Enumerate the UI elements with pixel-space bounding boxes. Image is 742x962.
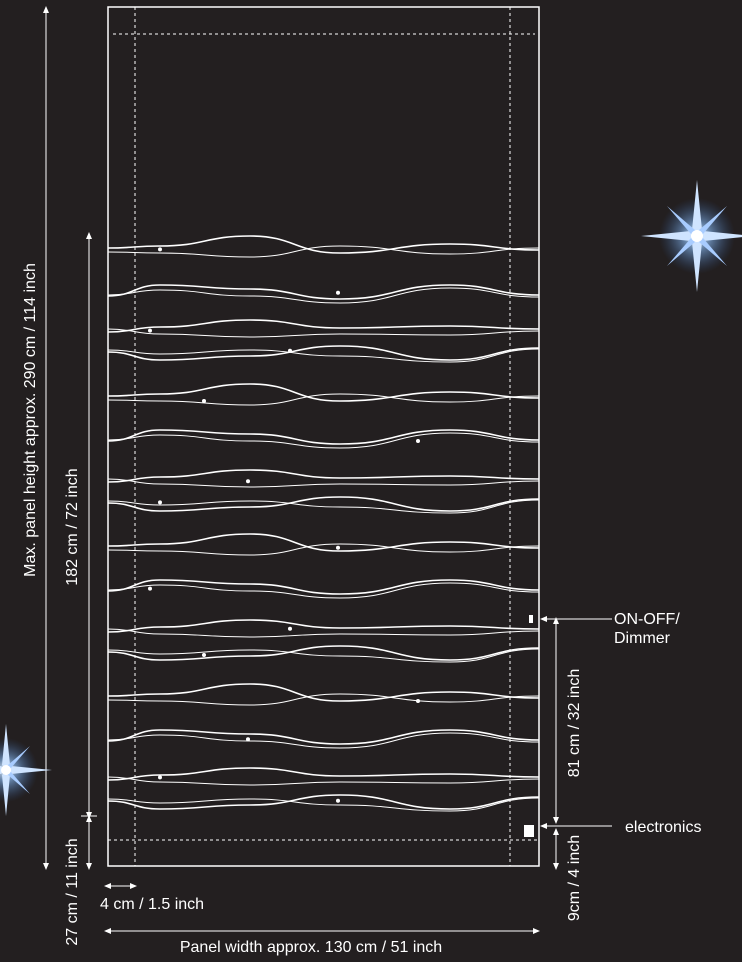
light-fibre-waves xyxy=(107,235,540,812)
light-point xyxy=(158,500,162,505)
light-fibre xyxy=(107,432,540,449)
max-height-label: Max. panel height approx. 290 cm / 114 i… xyxy=(22,263,39,577)
light-point xyxy=(336,798,340,803)
light-point xyxy=(202,399,206,403)
arrowhead xyxy=(130,883,137,889)
light-fibre xyxy=(107,319,540,333)
switch-box xyxy=(529,615,533,623)
arrowhead xyxy=(553,617,559,624)
arrowhead xyxy=(86,232,92,239)
switch-height-label: 81 cm / 32 inch xyxy=(566,669,583,778)
light-fibre xyxy=(107,345,540,361)
light-point xyxy=(148,586,152,591)
width-label: Panel width approx. 130 cm / 51 inch xyxy=(180,939,442,956)
light-point xyxy=(336,290,340,295)
light-fibre xyxy=(107,287,540,304)
light-point xyxy=(288,626,292,631)
light-fibre xyxy=(107,496,540,512)
light-fibre xyxy=(107,693,540,706)
sparkle-star-icon xyxy=(0,724,52,816)
light-fibre xyxy=(107,683,540,702)
electronics-box xyxy=(524,825,534,837)
switch-label-line2: Dimmer xyxy=(614,630,671,647)
arrowhead xyxy=(104,928,111,934)
light-point xyxy=(246,479,250,484)
arrowhead xyxy=(553,817,559,824)
light-fibre xyxy=(107,648,540,663)
light-fibre xyxy=(107,794,540,810)
panel-outline xyxy=(107,6,540,867)
sparkle-star-icon xyxy=(641,180,742,292)
light-fibre xyxy=(107,348,540,363)
light-fibre xyxy=(107,628,540,638)
arrowhead xyxy=(540,823,547,829)
light-point xyxy=(246,737,250,742)
arrowhead xyxy=(86,815,92,822)
bottom-height-label: 27 cm / 11 inch xyxy=(64,838,81,945)
light-fibre xyxy=(107,245,540,258)
light-fibre xyxy=(107,582,540,599)
dimension-lines xyxy=(45,10,612,932)
light-fibre xyxy=(107,478,540,488)
margin-guides xyxy=(108,7,539,866)
light-fibre xyxy=(107,767,540,781)
light-point xyxy=(158,775,162,780)
arrowhead xyxy=(553,863,559,870)
light-point xyxy=(336,545,340,550)
light-fibre xyxy=(107,619,540,633)
arrowhead xyxy=(86,863,92,870)
arrowheads xyxy=(43,6,559,934)
light-fibre xyxy=(107,469,540,483)
light-fibre xyxy=(107,393,540,406)
light-fibre xyxy=(107,732,540,749)
light-fibre xyxy=(107,729,540,745)
electronics-height-label: 9cm / 4 inch xyxy=(566,835,583,921)
light-fibre xyxy=(107,776,540,786)
light-point xyxy=(158,247,162,252)
light-fibre xyxy=(107,383,540,402)
light-fibre xyxy=(107,284,540,300)
light-point xyxy=(288,348,292,353)
light-fibre xyxy=(107,499,540,514)
arrowhead xyxy=(43,6,49,13)
light-point xyxy=(148,328,152,333)
arrowhead xyxy=(104,883,111,889)
light-fibre xyxy=(107,533,540,552)
light-fibre xyxy=(107,235,540,254)
light-fibre xyxy=(107,645,540,661)
arrowhead xyxy=(533,928,540,934)
arrowhead xyxy=(43,863,49,870)
light-point xyxy=(416,699,420,703)
light-fibre xyxy=(107,429,540,445)
light-point xyxy=(416,439,420,443)
active-height-label: 182 cm / 72 inch xyxy=(64,468,81,585)
electronics-label: electronics xyxy=(625,819,701,836)
light-fibre xyxy=(107,579,540,595)
light-fibre xyxy=(107,328,540,338)
margin-label: 4 cm / 1.5 inch xyxy=(100,896,204,913)
light-fibre xyxy=(107,797,540,812)
switch-label-line1: ON-OFF/ xyxy=(614,611,680,628)
arrowhead xyxy=(540,616,547,622)
light-fibre xyxy=(107,543,540,556)
arrowhead xyxy=(553,828,559,835)
light-point xyxy=(202,653,206,657)
